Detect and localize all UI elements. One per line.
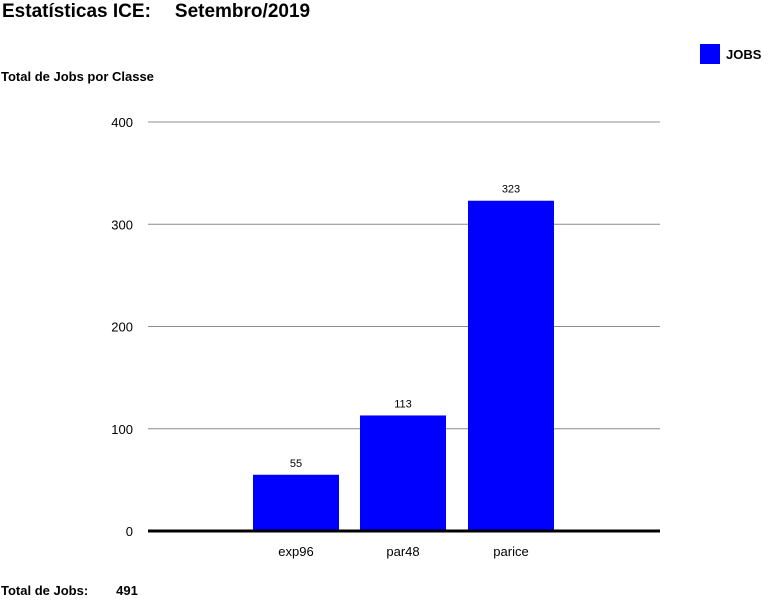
x-tick-label: par48 [386,544,419,559]
legend-label: JOBS [726,46,762,62]
title-text: Estatísticas ICE: [2,1,151,22]
bar-parice [468,200,554,532]
total-jobs: Total de Jobs: 491 [1,583,138,598]
y-tick-label: 100 [111,422,133,437]
title-period: Setembro/2019 [174,1,311,22]
data-label: 323 [502,184,520,196]
y-tick-label: 300 [111,217,133,232]
y-tick-label: 0 [126,524,133,539]
chart-legend: JOBS [700,44,761,64]
legend-swatch [700,44,720,64]
bar-par48 [360,415,446,531]
total-jobs-label: Total de Jobs: [1,583,89,598]
data-label: 55 [290,458,302,470]
bar-chart: 0 100 200 300 400 55 exp96 113 par48 323 parice [111,115,660,559]
y-tick-label: 400 [111,115,133,130]
data-label: 113 [394,398,412,410]
y-tick-label: 200 [111,320,133,335]
page-title: Estatísticas ICE: Setembro/2019 [2,1,310,23]
chart-title: Total de Jobs por Classe [1,69,154,84]
x-tick-label: parice [493,544,528,559]
x-tick-label: exp96 [278,544,313,559]
bar-exp96 [253,474,339,531]
total-jobs-value: 491 [116,583,138,598]
